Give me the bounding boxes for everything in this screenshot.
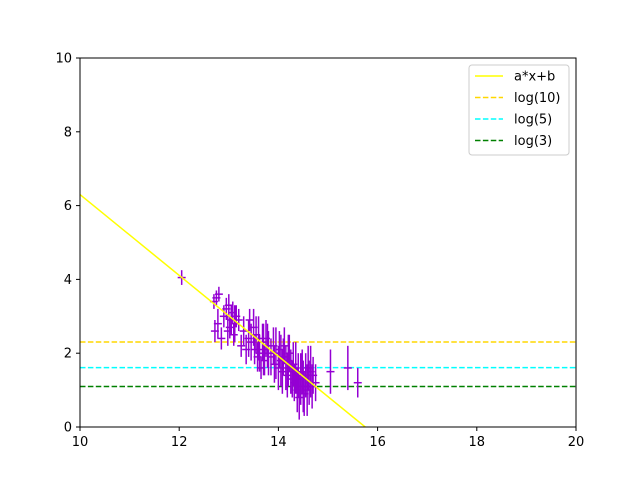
error-point — [270, 345, 279, 383]
plot-area — [80, 193, 576, 427]
error-point — [353, 367, 362, 398]
x-tick-label: 18 — [469, 435, 486, 450]
error-point — [280, 327, 289, 365]
y-tick-label: 0 — [64, 421, 72, 436]
x-tick-label: 16 — [369, 435, 386, 450]
legend-box — [468, 64, 570, 156]
y-tick-label: 10 — [55, 52, 72, 67]
error-point — [213, 308, 222, 339]
error-point — [234, 308, 243, 332]
error-point — [229, 323, 238, 346]
error-point — [217, 327, 226, 350]
legend-label: a*x+b — [514, 70, 555, 85]
legend-label: log(5) — [514, 113, 552, 128]
error-point — [214, 286, 223, 302]
x-axis: 10 12 14 16 18 20 — [72, 427, 585, 450]
axes-frame — [79, 57, 577, 428]
x-tick-label: 14 — [270, 435, 287, 450]
x-tick-label: 20 — [568, 435, 585, 450]
x-tick-label: 10 — [72, 435, 89, 450]
legend-label: log(10) — [514, 91, 561, 106]
y-tick-label: 4 — [64, 273, 72, 288]
y-tick-label: 8 — [64, 125, 72, 140]
x-tick-label: 12 — [171, 435, 188, 450]
error-point — [326, 349, 335, 394]
y-tick-label: 2 — [64, 347, 72, 362]
error-point — [258, 323, 267, 361]
error-point — [311, 364, 320, 402]
y-tick-label: 6 — [64, 199, 72, 214]
legend: a*x+b log(10) log(5) log(3) — [468, 64, 570, 156]
fit-line — [80, 193, 366, 427]
y-axis: 0 2 4 6 8 10 — [55, 52, 80, 436]
error-point — [343, 345, 352, 391]
legend-label: log(3) — [514, 134, 552, 149]
error-point — [295, 375, 304, 420]
